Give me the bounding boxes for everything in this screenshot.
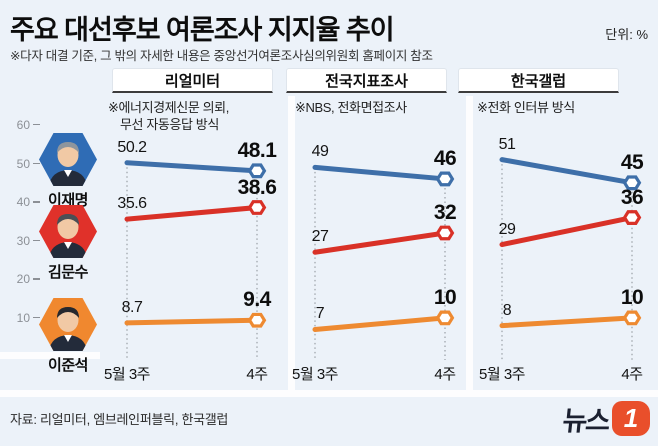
page-subtitle: ※다자 대결 기준, 그 밖의 자세한 내용은 중앙선거여론조사심의위원회 홈페… xyxy=(10,49,433,63)
value-label-end: 45 xyxy=(620,150,644,174)
x-label: 4주 xyxy=(246,366,268,383)
value-label-start: 35.6 xyxy=(117,195,147,213)
left-column-bottom-edge xyxy=(0,352,100,359)
panel-separator xyxy=(466,96,473,397)
x-label: 4주 xyxy=(434,366,456,383)
value-label-end: 48.1 xyxy=(237,138,277,162)
value-label-start: 27 xyxy=(311,228,329,246)
x-label: 5월 3주 xyxy=(292,366,338,383)
candidate-photo xyxy=(39,298,97,351)
value-label-start: 50.2 xyxy=(117,138,147,156)
y-tick-60: 60 xyxy=(0,118,40,132)
panel-note-line: 무선 자동응답 방식 xyxy=(120,117,219,132)
candidate-name: 김문수 xyxy=(48,264,88,281)
footer-separator xyxy=(0,390,658,397)
source-note: 자료: 리얼미터, 엠브레인퍼블릭, 한국갤럽 xyxy=(10,412,229,427)
y-tick-10: 10 xyxy=(0,311,40,325)
y-tick-40: 40 xyxy=(0,195,40,209)
news1-logo-mark: 1 xyxy=(612,401,650,436)
candidate-portrait-illustration xyxy=(39,298,97,351)
value-label-end: 36 xyxy=(620,185,644,209)
news1-logo-text: 뉴스 xyxy=(561,406,611,436)
y-tick-mark xyxy=(33,162,40,165)
candidate-name: 이재명 xyxy=(48,192,88,209)
x-label: 5월 3주 xyxy=(479,366,525,383)
panel-note-nbs: ※NBS, 전화면접조사 xyxy=(295,100,407,115)
y-tick-mark xyxy=(33,278,40,280)
y-tick-50: 50 xyxy=(0,157,40,171)
candidate-kim-moon-soo: 김문수 xyxy=(22,205,114,282)
candidate-lee-jun-seok: 이준석 xyxy=(22,298,114,375)
value-label-start: 51 xyxy=(498,135,516,153)
y-tick-20: 20 xyxy=(0,272,40,286)
panel-note-realmeter: ※에너지경제신문 의뢰, 무선 자동응답 방식 xyxy=(108,99,229,133)
panel-note-line: ※에너지경제신문 의뢰, xyxy=(108,100,229,115)
value-label-start: 29 xyxy=(498,220,516,238)
value-label-end: 32 xyxy=(433,200,457,224)
unit-label: 단위: % xyxy=(605,27,648,42)
candidate-name: 이준석 xyxy=(48,357,88,374)
value-label-end: 10 xyxy=(620,285,644,309)
value-label-end: 38.6 xyxy=(237,175,277,199)
value-label-end: 46 xyxy=(433,146,457,170)
news1-logo: 뉴스 1 xyxy=(561,399,650,438)
candidate-lee-jae-myung: 이재명 xyxy=(22,133,114,210)
y-tick-mark xyxy=(33,201,40,203)
panel-header-nbs: 전국지표조사 xyxy=(286,68,447,93)
x-label: 5월 3주 xyxy=(104,366,150,383)
value-label-end: 9.4 xyxy=(243,288,271,312)
value-label-start: 7 xyxy=(315,305,325,323)
panel-header-realmeter: 리얼미터 xyxy=(112,68,273,93)
y-tick-mark xyxy=(33,123,40,126)
y-tick-mark xyxy=(33,239,40,242)
value-label-start: 8.7 xyxy=(121,298,143,316)
value-label-start: 49 xyxy=(311,143,329,161)
panel-note-gallup: ※전화 인터뷰 방식 xyxy=(477,100,575,115)
value-label-end: 10 xyxy=(433,285,457,309)
panel-separator xyxy=(288,96,295,397)
page-title: 주요 대선후보 여론조사 지지율 추이 xyxy=(10,15,395,45)
panel-header-gallup: 한국갤럽 xyxy=(458,68,619,93)
y-tick-mark xyxy=(33,316,40,319)
y-tick-30: 30 xyxy=(0,234,40,248)
value-label-start: 8 xyxy=(502,301,512,319)
x-label: 4주 xyxy=(621,366,643,383)
